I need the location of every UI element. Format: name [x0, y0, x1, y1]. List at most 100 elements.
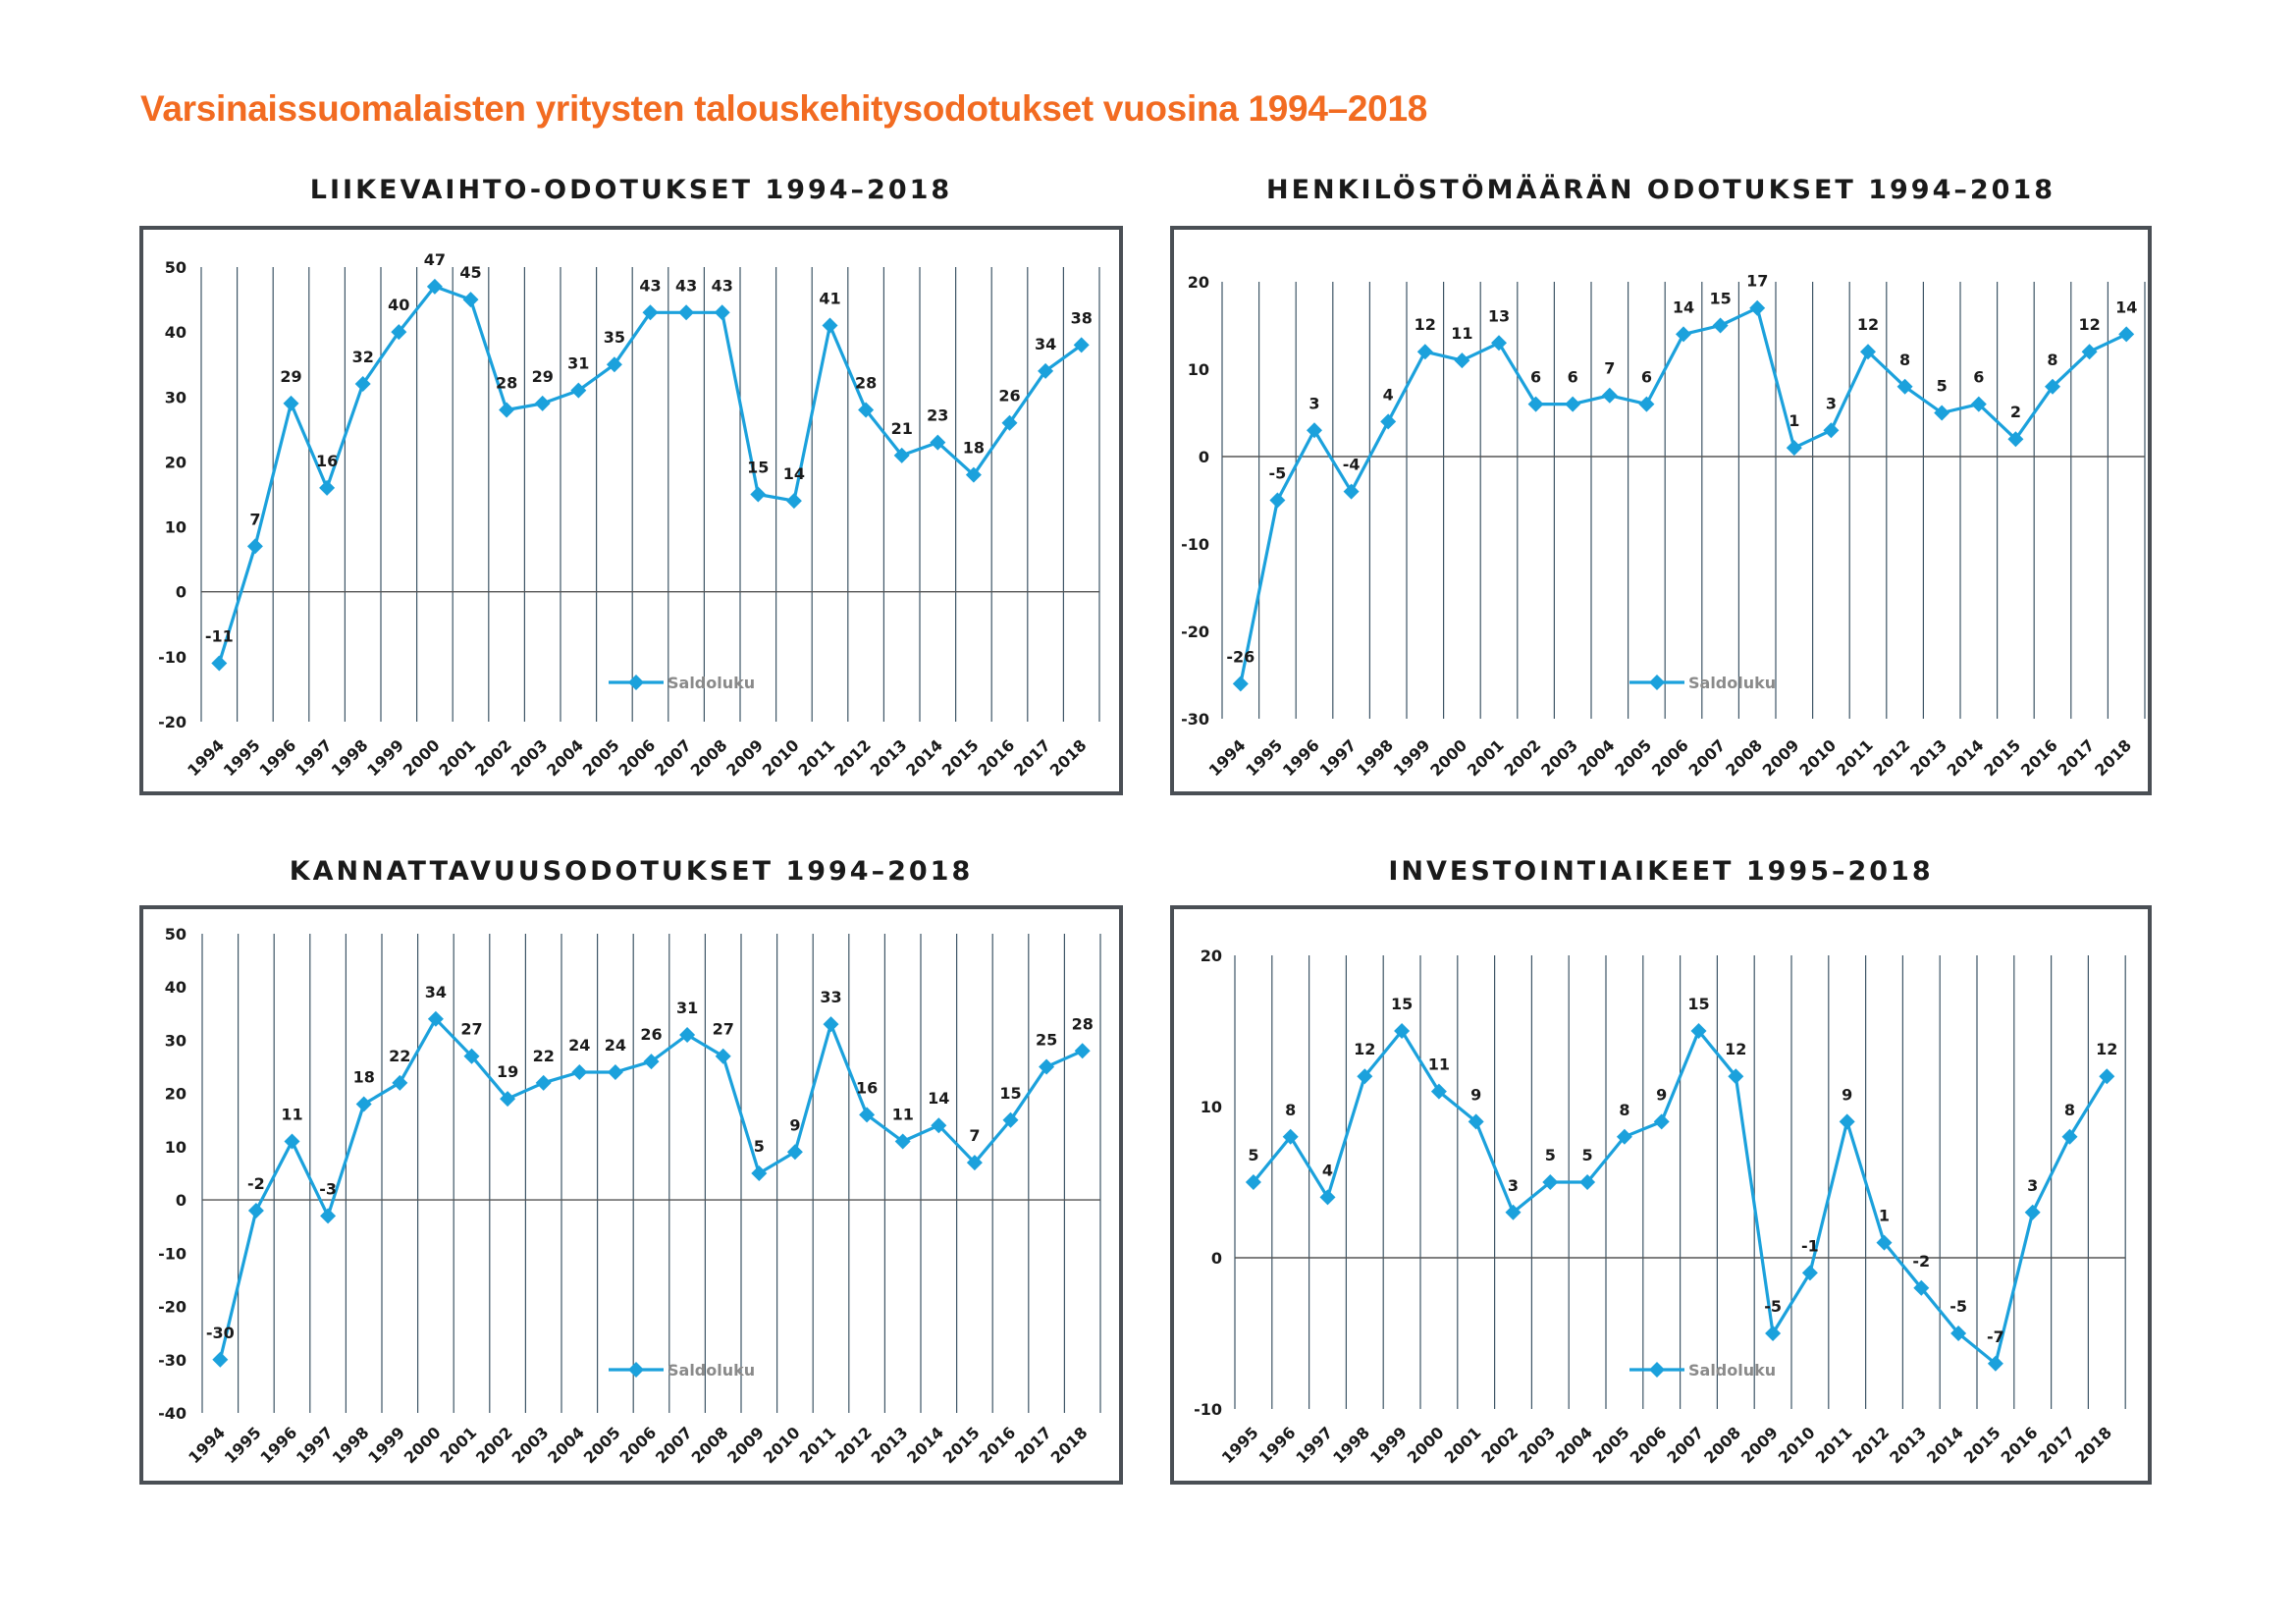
y-tick-label: -10 — [1194, 1400, 1222, 1419]
data-point-marker — [1001, 414, 1018, 431]
x-tick-label: 2006 — [1627, 1423, 1671, 1467]
data-point-marker — [1343, 483, 1360, 500]
x-tick-label: 2010 — [760, 1423, 804, 1467]
data-point-marker — [1505, 1204, 1522, 1220]
data-label: 23 — [927, 406, 948, 425]
data-point-marker — [859, 1107, 876, 1123]
x-tick-label: 2001 — [1464, 735, 1508, 780]
data-point-marker — [2081, 344, 2098, 360]
chart-frame-henkilosto — [1170, 226, 2152, 795]
data-label: 15 — [747, 459, 769, 477]
data-label: 12 — [1415, 315, 1436, 334]
data-label: 43 — [639, 276, 661, 295]
y-tick-label: 40 — [165, 323, 187, 342]
data-label: 9 — [789, 1115, 800, 1134]
x-tick-label: 2012 — [1848, 1423, 1893, 1467]
data-point-marker — [1307, 422, 1322, 439]
x-tick-label: 1999 — [364, 1423, 408, 1467]
data-point-marker — [1038, 362, 1054, 379]
x-tick-label: 1997 — [1316, 735, 1361, 780]
series-line — [1239, 306, 2127, 684]
x-tick-label: 2017 — [1010, 735, 1054, 780]
x-tick-label: 2018 — [1047, 1423, 1092, 1467]
x-tick-label: 2013 — [1886, 1423, 1930, 1467]
data-point-marker — [1232, 676, 1249, 692]
data-label: 41 — [819, 290, 840, 308]
chart-frame-liikevaihto — [139, 226, 1123, 795]
data-point-marker — [931, 1117, 947, 1134]
data-point-marker — [643, 1054, 660, 1070]
data-point-marker — [212, 1351, 229, 1368]
data-point-marker — [679, 1027, 696, 1044]
data-point-marker — [2099, 1068, 2115, 1085]
x-tick-label: 1999 — [1390, 735, 1434, 780]
data-point-marker — [392, 1074, 408, 1091]
data-label: 14 — [2115, 298, 2137, 316]
data-label: 22 — [389, 1047, 410, 1065]
data-label: 9 — [1842, 1085, 1852, 1104]
data-label: -5 — [1949, 1297, 1967, 1316]
data-point-marker — [284, 1133, 300, 1150]
data-label: 32 — [352, 348, 374, 366]
data-point-marker — [1638, 396, 1655, 412]
legend-label: Saldoluku — [1688, 674, 1776, 692]
x-tick-label: 1995 — [1242, 735, 1286, 780]
x-tick-label: 1997 — [1292, 1423, 1336, 1467]
data-label: 1 — [1789, 411, 1799, 430]
data-point-marker — [965, 466, 982, 483]
data-point-marker — [1245, 1174, 1261, 1190]
x-tick-label: 2018 — [2091, 735, 2135, 780]
data-label: 27 — [713, 1020, 734, 1039]
series-line — [218, 1017, 1084, 1361]
x-tick-label: 2011 — [1812, 1423, 1856, 1467]
data-label: 9 — [1470, 1085, 1481, 1104]
x-tick-label: 2008 — [1700, 1423, 1744, 1467]
x-tick-label: 1996 — [1255, 1423, 1300, 1467]
chart-title-kannattavuus: KANNATTAVUUSODOTUKSET 1994–2018 — [289, 856, 974, 887]
data-point-marker — [1073, 337, 1090, 353]
x-tick-label: 2014 — [903, 1423, 947, 1467]
data-label: 6 — [1530, 368, 1541, 387]
data-point-marker — [1749, 299, 1766, 316]
data-label: -1 — [1801, 1236, 1819, 1255]
data-point-marker — [715, 1048, 731, 1064]
y-tick-label: -30 — [1181, 710, 1209, 729]
x-tick-label: 2018 — [1046, 735, 1091, 780]
x-tick-label: 2010 — [1775, 1423, 1819, 1467]
data-label: 4 — [1322, 1161, 1333, 1179]
data-point-marker — [247, 1202, 264, 1218]
data-label: 13 — [1488, 306, 1510, 325]
data-label: 28 — [855, 374, 877, 393]
x-tick-label: 2007 — [651, 735, 695, 780]
x-tick-label: 2014 — [902, 735, 946, 780]
data-point-marker — [1527, 396, 1544, 412]
data-label: 25 — [1036, 1031, 1057, 1050]
data-label: -3 — [319, 1179, 337, 1198]
data-point-marker — [1950, 1326, 1967, 1341]
data-label: -5 — [1764, 1297, 1782, 1316]
x-tick-label: 2004 — [543, 735, 587, 780]
page-title: Varsinaissuomalaisten yritysten talouske… — [140, 88, 1427, 129]
data-label: 31 — [567, 354, 589, 373]
data-label: 40 — [388, 296, 409, 314]
x-tick-label: 1998 — [1353, 735, 1397, 780]
data-point-marker — [571, 1063, 588, 1080]
data-label: 8 — [1899, 351, 1910, 369]
data-label: 12 — [2078, 315, 2100, 334]
data-label: 29 — [280, 367, 301, 386]
data-point-marker — [785, 493, 802, 510]
x-tick-label: 2011 — [1833, 735, 1877, 780]
legend-diamond-icon — [628, 1362, 644, 1378]
data-point-marker — [1616, 1128, 1632, 1145]
y-tick-label: 0 — [176, 1191, 187, 1210]
data-point-marker — [893, 447, 910, 463]
data-point-marker — [534, 395, 551, 411]
data-point-marker — [822, 317, 838, 334]
x-tick-label: 2004 — [544, 1423, 588, 1467]
y-tick-label: -20 — [158, 1298, 187, 1317]
data-point-marker — [391, 324, 407, 341]
data-label: 26 — [640, 1025, 662, 1044]
data-label: 8 — [1285, 1101, 1296, 1119]
x-tick-label: 2012 — [831, 1423, 876, 1467]
y-tick-label: 20 — [1201, 947, 1222, 965]
